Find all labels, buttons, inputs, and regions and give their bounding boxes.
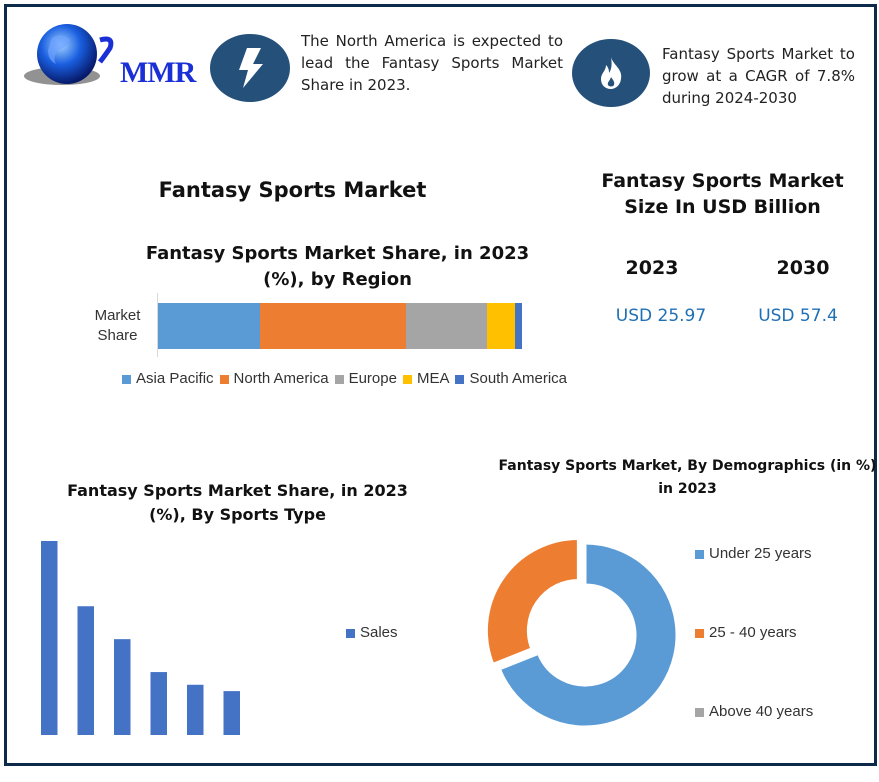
legend-item: Asia Pacific (122, 370, 214, 387)
region-stacked-bar (158, 303, 522, 349)
legend-label: Europe (348, 370, 397, 387)
sales-legend: Sales (346, 624, 398, 641)
bar-3 (114, 639, 131, 735)
year-2030: 2030 (776, 257, 830, 279)
donut-slice-2 (485, 537, 580, 667)
legend-label: South America (469, 370, 568, 387)
legend-item: Under 25 years (695, 545, 813, 624)
bar-segment-asia-pacific (158, 303, 260, 349)
demographics-chart-title: Fantasy Sports Market, By Demographics (… (498, 458, 877, 497)
region-axis (157, 293, 158, 357)
bar-segment-mea (487, 303, 515, 349)
legend-label: Asia Pacific (136, 370, 214, 387)
legend-swatch (402, 374, 412, 384)
legend-swatch (219, 374, 229, 384)
legend-swatch (334, 374, 344, 384)
cagr-note: Fantasy Sports Market to grow at a CAGR … (662, 45, 855, 107)
value-2030: USD 57.4 (758, 306, 838, 326)
flame-icon (572, 39, 650, 107)
legend-swatch (455, 374, 465, 384)
legend-label: MEA (416, 370, 450, 387)
demographics-donut-chart (485, 537, 679, 729)
year-2023: 2023 (625, 257, 679, 279)
main-title: Fantasy Sports Market (158, 178, 427, 202)
bar-6 (223, 691, 240, 735)
legend-label: 25 - 40 years (709, 624, 797, 641)
legend-item: North America (219, 370, 329, 387)
donut-slice-1 (497, 541, 679, 729)
legend-label: Under 25 years (709, 545, 812, 562)
bar-1 (41, 541, 58, 735)
legend-label: North America (233, 370, 329, 387)
bar-5 (187, 684, 204, 735)
mmr-logo: MMR (22, 20, 196, 95)
legend-swatch (695, 707, 704, 717)
legend-item: Europe (334, 370, 397, 387)
legend-swatch (122, 374, 131, 384)
legend-item: Above 40 years (695, 703, 813, 782)
legend-item: MEA (402, 370, 450, 387)
legend-swatch (346, 628, 355, 638)
sports-bar-chart (41, 541, 240, 735)
market-size-title: Fantasy Sports Market Size In USD Billio… (601, 170, 844, 218)
region-chart-title: Fantasy Sports Market Share, in 2023 (%)… (145, 243, 530, 290)
globe-logo-icon (24, 24, 114, 85)
legend-label: Sales (360, 624, 398, 641)
infographic-frame (4, 4, 877, 766)
legend-swatch (695, 628, 704, 638)
sports-chart-title: Fantasy Sports Market Share, in 2023 (%)… (67, 481, 408, 524)
region-category-label: Market Share (94, 307, 141, 344)
bar-segment-north-america (259, 303, 406, 349)
legend-swatch (695, 549, 704, 559)
bar-segment-europe (405, 303, 488, 349)
legend-item: 25 - 40 years (695, 624, 813, 703)
bar-segment-south-america (514, 303, 522, 349)
region-legend: Asia Pacific North America Europe MEA South … (122, 370, 573, 387)
legend-label: Above 40 years (709, 703, 814, 720)
bar-4 (150, 672, 167, 735)
value-2023: USD 25.97 (615, 306, 707, 326)
legend-item: South America (455, 370, 567, 387)
bar-2 (77, 606, 94, 735)
north-america-note: The North America is expected to lead th… (301, 32, 563, 94)
lightning-bolt-icon (210, 34, 290, 102)
demographics-legend: Under 25 years 25 - 40 years Above 40 year… (695, 545, 813, 782)
